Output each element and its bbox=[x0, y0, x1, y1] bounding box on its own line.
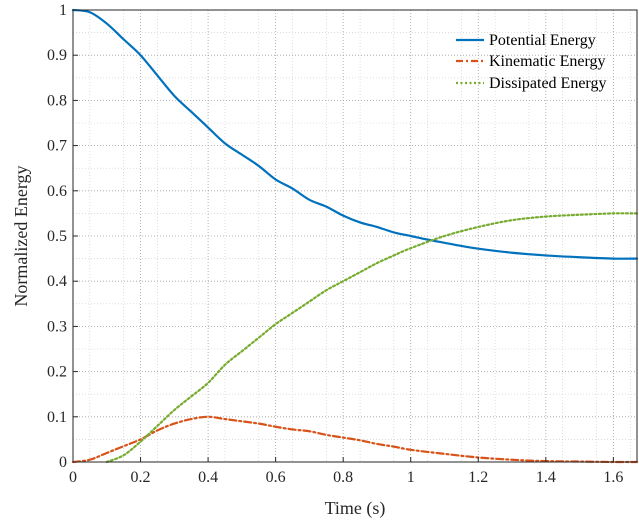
y-tick-label: 0.5 bbox=[47, 228, 67, 245]
axis-ticks: 0 0.2 0.4 0.6 0.8 1 1.2 1.4 1.6 0 0.1 0.2 0.3 0.4 0.5 0… bbox=[47, 2, 623, 486]
x-tick-label: 0.2 bbox=[131, 469, 151, 486]
plot-series bbox=[71, 8, 639, 464]
y-tick-label: 0.6 bbox=[47, 183, 67, 200]
x-tick-label: 1 bbox=[407, 469, 415, 486]
y-tick-label: 0.8 bbox=[47, 92, 67, 109]
y-tick-label: 0.7 bbox=[47, 138, 67, 155]
legend-label-dissipated: Dissipated Energy bbox=[489, 75, 606, 92]
y-tick-label: 0.1 bbox=[47, 409, 67, 426]
legend-entry-dissipated: Dissipated Energy bbox=[456, 75, 606, 92]
y-tick-label: 0.4 bbox=[47, 273, 67, 290]
legend: Potential Energy Kinematic Energy Dissip… bbox=[456, 32, 606, 92]
x-tick-label: 0 bbox=[69, 469, 77, 486]
legend-label-kinematic: Kinematic Energy bbox=[489, 53, 606, 70]
legend-entry-kinematic: Kinematic Energy bbox=[456, 53, 606, 70]
x-tick-label: 0.4 bbox=[198, 469, 218, 486]
dissipated-energy-line bbox=[105, 212, 639, 464]
legend-label-potential: Potential Energy bbox=[489, 32, 596, 49]
x-tick-label: 1.6 bbox=[603, 469, 623, 486]
potential-energy-line bbox=[71, 8, 639, 260]
x-tick-label: 1.2 bbox=[468, 469, 488, 486]
y-tick-label: 0.2 bbox=[47, 364, 67, 381]
y-tick-label: 0.9 bbox=[47, 47, 67, 64]
x-tick-label: 0.6 bbox=[266, 469, 286, 486]
x-tick-label: 1.4 bbox=[536, 469, 556, 486]
y-tick-label: 1 bbox=[59, 2, 67, 19]
grid bbox=[73, 10, 637, 462]
legend-entry-potential: Potential Energy bbox=[456, 32, 596, 49]
y-tick-label: 0.3 bbox=[47, 318, 67, 335]
y-tick-label: 0 bbox=[59, 454, 67, 471]
x-axis-label: Time (s) bbox=[325, 498, 386, 519]
y-axis-label: Normalized Energy bbox=[11, 165, 31, 306]
x-tick-label: 0.8 bbox=[333, 469, 353, 486]
